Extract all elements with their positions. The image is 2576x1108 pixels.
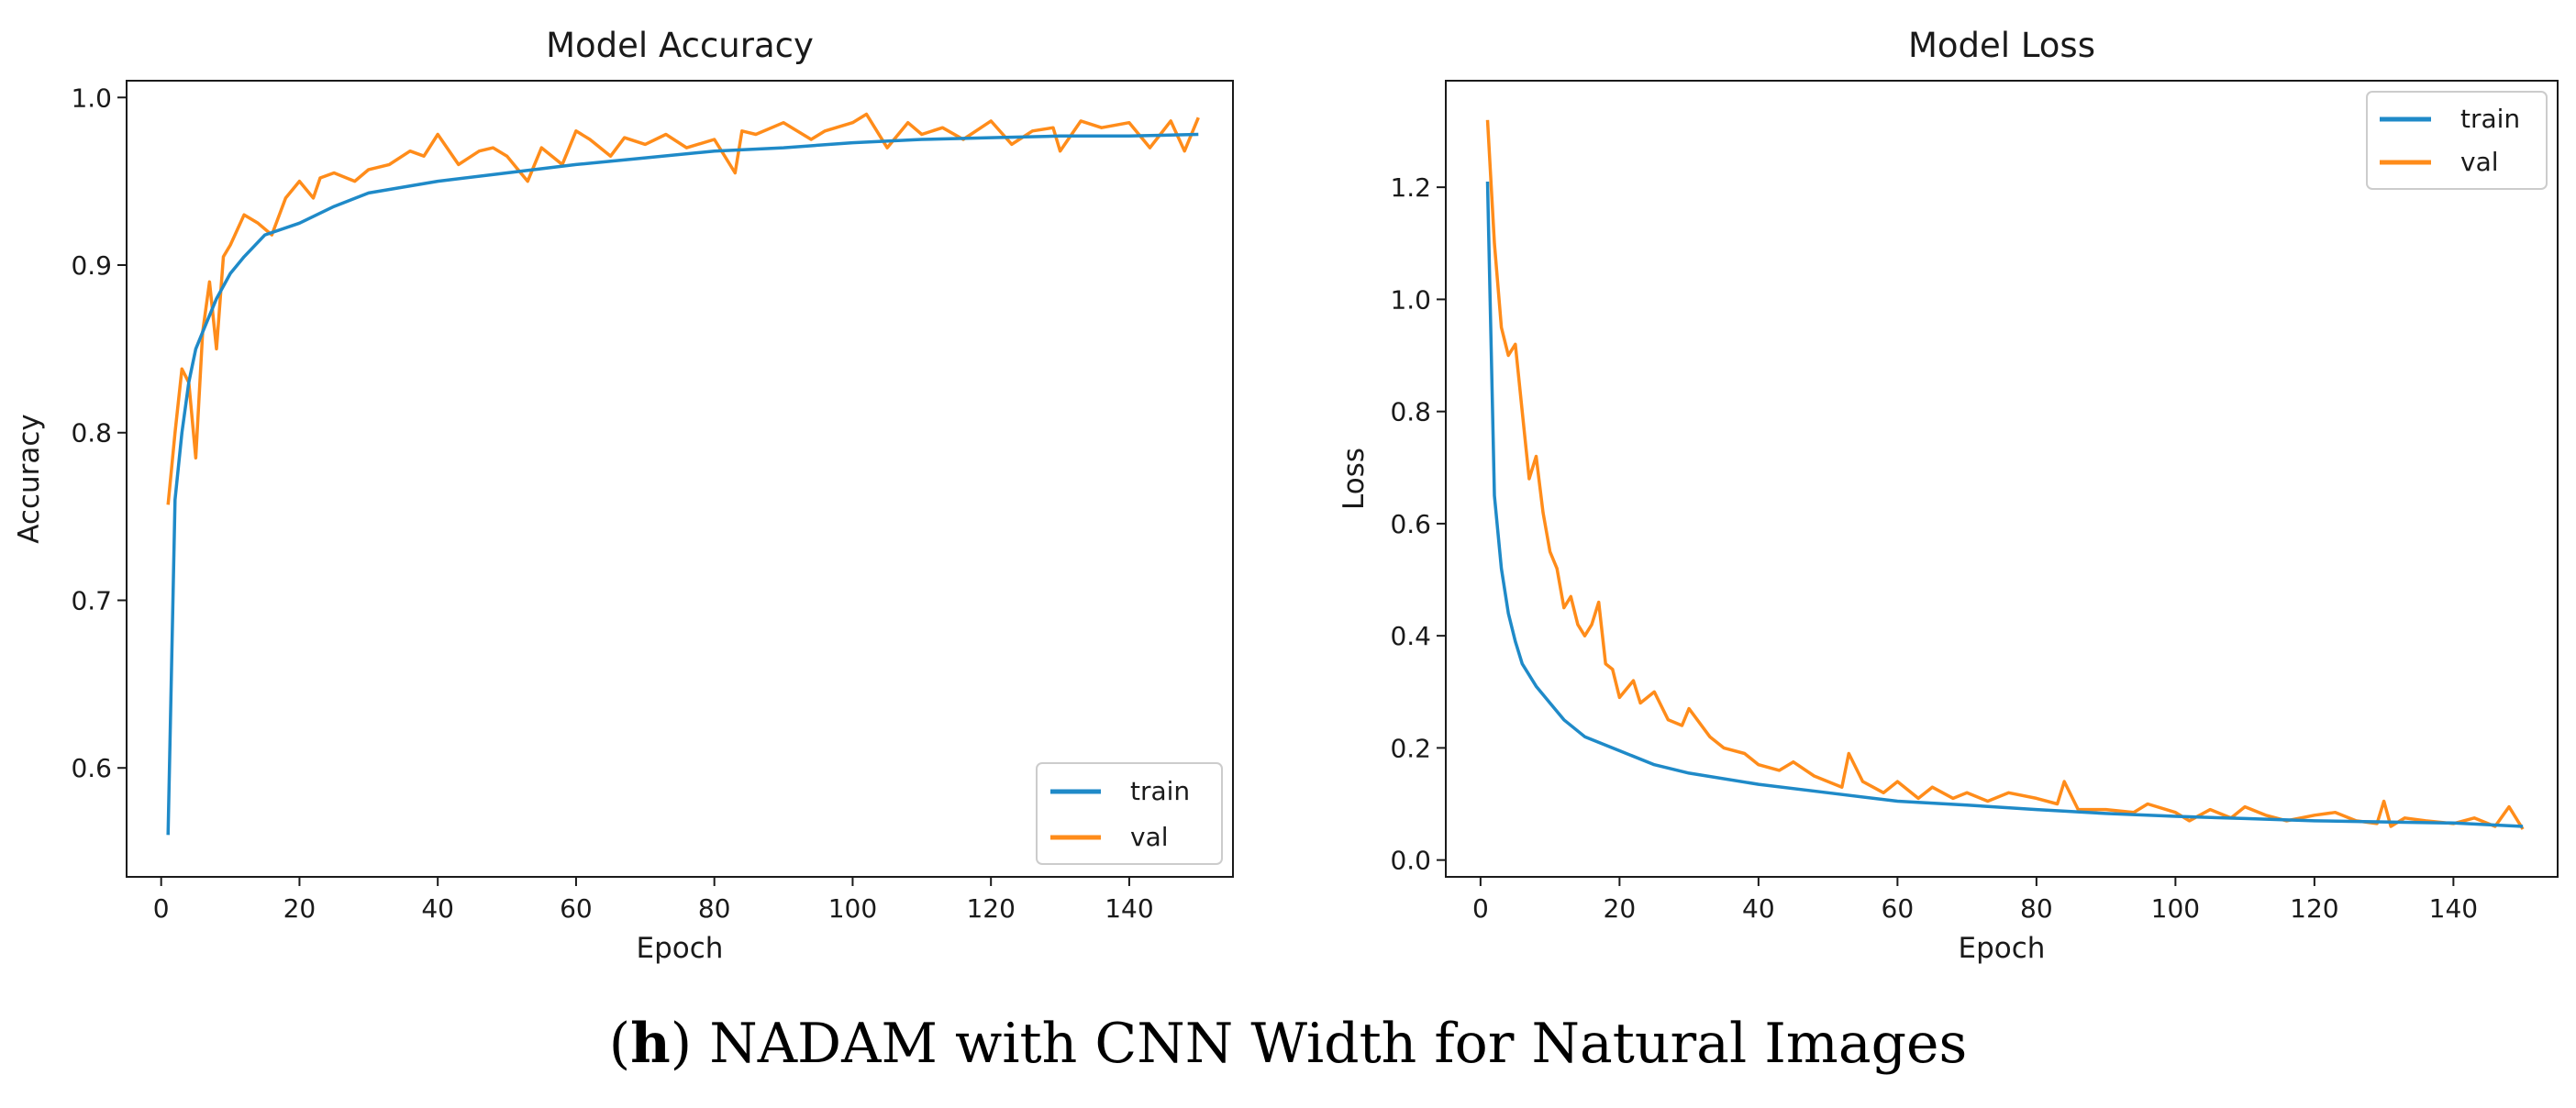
legend-label-val: val — [1130, 822, 1169, 852]
x-axis-label: Epoch — [637, 932, 724, 965]
x-tick-label: 20 — [283, 893, 316, 924]
loss-chart: Model Loss 0 20 40 60 80 100 120 140 0.00.20.40… — [1338, 26, 2559, 965]
y-tick-label: 0.9 — [71, 250, 112, 281]
legend-label-train: train — [1130, 776, 1190, 806]
series-lines — [166, 112, 1200, 836]
plot-frame — [1445, 80, 2559, 878]
x-axis-label: Epoch — [1959, 932, 2046, 965]
x-ticks: 0 20 40 60 80 100 120 140 — [1472, 877, 2478, 924]
caption-paren-open: ( — [608, 1012, 631, 1076]
x-tick-label: 100 — [828, 893, 877, 924]
x-tick-label: 80 — [2020, 893, 2053, 924]
x-tick-label: 120 — [966, 893, 1015, 924]
series-line-train — [166, 132, 1199, 836]
accuracy-chart: Model Accuracy 0 20 40 60 80 100 120 140 0.6 0.7… — [13, 26, 1234, 965]
legend: train val — [2366, 91, 2548, 190]
caption-text: NADAM with CNN Width for Natural Images — [692, 1012, 1968, 1076]
chart-title: Model Loss — [1908, 26, 2095, 65]
y-tick-label: 0.7 — [71, 585, 112, 615]
y-tick-label: 1.0 — [1390, 284, 1431, 315]
x-tick-label: 60 — [1882, 893, 1915, 924]
x-tick-label: 20 — [1604, 893, 1637, 924]
y-tick-label: 0.6 — [1390, 509, 1431, 539]
y-tick-label: 1.0 — [71, 83, 112, 113]
series-lines — [1485, 119, 2525, 830]
y-tick-label: 0.6 — [71, 753, 112, 783]
y-tick-label: 1.2 — [1390, 172, 1431, 203]
y-tick-label: 0.4 — [1390, 621, 1431, 651]
y-ticks: 0.6 0.7 0.8 0.9 1.0 — [71, 83, 127, 783]
x-tick-label: 140 — [1105, 893, 1153, 924]
x-tick-label: 100 — [2151, 893, 2200, 924]
series-line-val — [166, 112, 1200, 505]
series-line-train — [1485, 181, 2524, 828]
y-tick-label: 0.2 — [1390, 733, 1431, 763]
y-axis-label: Loss — [1338, 448, 1371, 510]
legend-label-train: train — [2460, 104, 2520, 134]
series-line-val — [1485, 119, 2525, 830]
x-tick-label: 120 — [2290, 893, 2338, 924]
y-ticks: 0.0 0.2 0.4 0.6 0.8 1.0 1.2 — [1390, 172, 1446, 876]
x-tick-label: 0 — [1472, 893, 1489, 924]
plot-frame — [126, 80, 1234, 878]
legend: train val — [1036, 762, 1223, 865]
x-tick-label: 140 — [2429, 893, 2478, 924]
chart-title: Model Accuracy — [546, 26, 814, 65]
figure-caption: (h) NADAM with CNN Width for Natural Ima… — [0, 1016, 2576, 1071]
y-tick-label: 0.8 — [1390, 397, 1431, 427]
y-axis-label: Accuracy — [13, 414, 46, 544]
y-tick-label: 0.0 — [1390, 846, 1431, 876]
x-tick-label: 80 — [698, 893, 731, 924]
legend-box — [1036, 762, 1223, 865]
x-tick-label: 40 — [421, 893, 454, 924]
x-ticks: 0 20 40 60 80 100 120 140 — [153, 877, 1154, 924]
legend-label-val: val — [2460, 147, 2499, 177]
x-tick-label: 40 — [1742, 893, 1775, 924]
y-tick-label: 0.8 — [71, 418, 112, 449]
caption-letter: h — [630, 1012, 671, 1076]
x-tick-label: 60 — [560, 893, 593, 924]
x-tick-label: 0 — [153, 893, 170, 924]
caption-paren-close: ) — [670, 1012, 693, 1076]
